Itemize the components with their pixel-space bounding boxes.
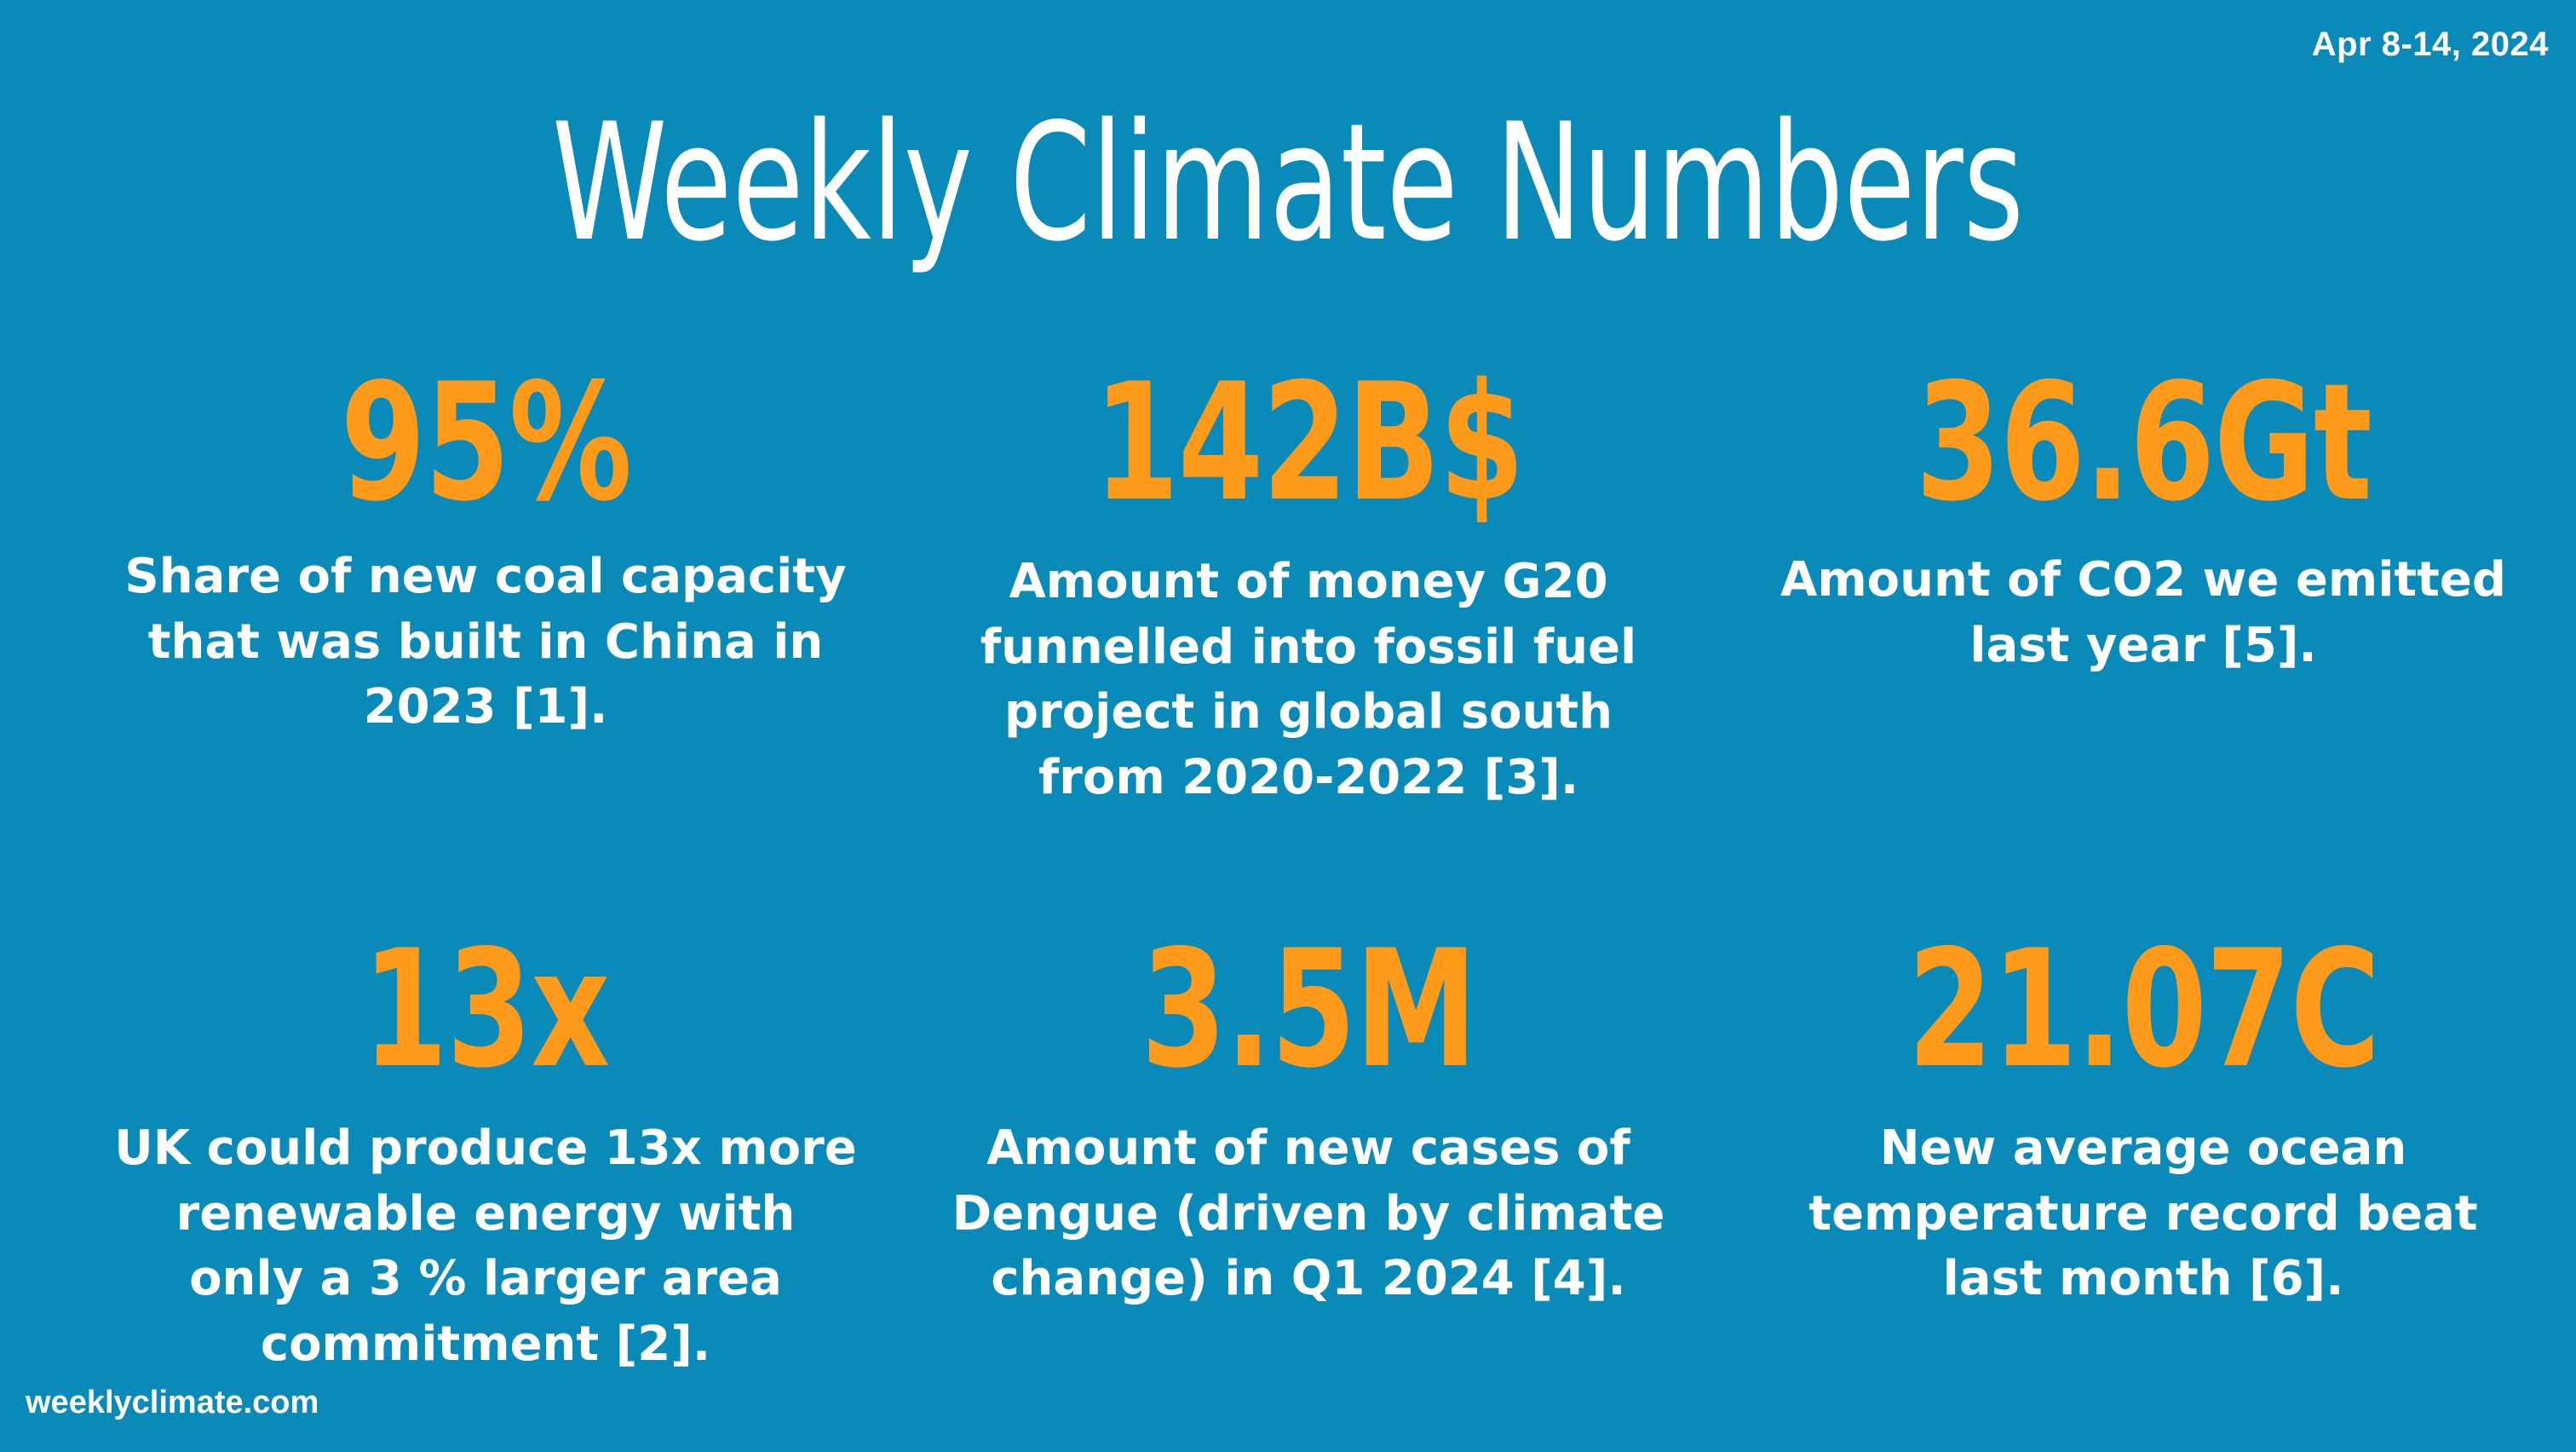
stat-card: 3.5M Amount of new cases of Dengue (driv… (925, 929, 1692, 1312)
stat-value: 3.5M (1141, 915, 1477, 1103)
stat-card: 36.6Gt Amount of CO2 we emitted last yea… (1760, 362, 2527, 678)
stat-value: 36.6Gt (1915, 349, 2372, 537)
footer-website: weeklyclimate.com (26, 1385, 319, 1420)
stat-description: UK could produce 13x more renewable ener… (114, 1121, 857, 1373)
stat-card: 142B$ Amount of money G20 funnelled into… (925, 362, 1692, 811)
stat-description: Share of new coal capacity that was buil… (124, 549, 847, 735)
page-title: Weekly Climate Numbers (552, 89, 2024, 277)
stat-value: 95% (340, 349, 632, 537)
stat-description: Amount of CO2 we emitted last year [5]. (1780, 552, 2506, 673)
stat-description: Amount of new cases of Dengue (driven by… (952, 1121, 1665, 1307)
stat-card: 13x UK could produce 13x more renewable … (102, 929, 869, 1378)
stat-description: Amount of money G20 funnelled into fossi… (980, 554, 1637, 806)
stat-value: 13x (362, 915, 610, 1103)
date-range: Apr 8-14, 2024 (2311, 26, 2549, 63)
stat-card: 21.07C New average ocean temperature rec… (1760, 929, 2527, 1312)
stat-description: New average ocean temperature record bea… (1808, 1121, 2478, 1307)
stat-value: 142B$ (1093, 349, 1525, 537)
stat-value: 21.07C (1907, 915, 2380, 1103)
stat-card: 95% Share of new coal capacity that was … (102, 362, 869, 740)
